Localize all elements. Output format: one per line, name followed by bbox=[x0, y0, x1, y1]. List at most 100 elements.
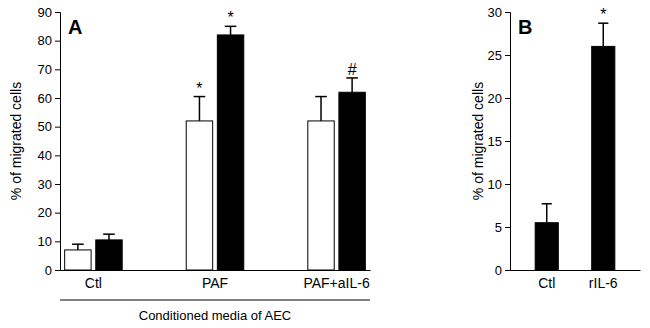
y-tick-label: 70 bbox=[38, 62, 52, 77]
annotation: * bbox=[600, 6, 606, 23]
error-bar bbox=[103, 234, 115, 240]
y-tick-label: 10 bbox=[38, 234, 52, 249]
y-tick-label: 20 bbox=[38, 205, 52, 220]
y-axis: 0102030405060708090 bbox=[38, 5, 61, 278]
error-bar bbox=[542, 204, 552, 223]
error-stem bbox=[199, 97, 201, 121]
annotations: * bbox=[600, 6, 606, 23]
bar bbox=[65, 250, 91, 270]
y-tick-label: 60 bbox=[38, 91, 52, 106]
y-tick: 0 bbox=[495, 263, 510, 278]
y-tick-label: 0 bbox=[495, 263, 502, 278]
error-stem bbox=[546, 204, 548, 223]
y-tick: 10 bbox=[488, 177, 510, 192]
y-axis-title: % of migrated cells bbox=[470, 82, 486, 200]
y-axis-line bbox=[505, 13, 511, 271]
error-stem bbox=[108, 234, 110, 240]
x-tick: Ctl bbox=[85, 270, 102, 291]
y-tick-mark bbox=[505, 227, 510, 228]
y-tick-mark bbox=[505, 98, 510, 99]
panel-title: A bbox=[68, 16, 82, 38]
y-tick: 40 bbox=[38, 148, 60, 163]
error-bar bbox=[315, 97, 327, 121]
error-bar bbox=[194, 97, 206, 121]
y-tick-label: 25 bbox=[488, 48, 502, 63]
y-tick: 30 bbox=[38, 177, 60, 192]
y-tick-mark bbox=[55, 41, 60, 42]
error-bar bbox=[225, 26, 237, 35]
y-tick-mark bbox=[55, 127, 60, 128]
error-stem bbox=[351, 78, 353, 92]
y-tick: 25 bbox=[488, 48, 510, 63]
y-tick-label: 90 bbox=[38, 5, 52, 20]
y-tick-label: 30 bbox=[38, 177, 52, 192]
panel: 0102030405060708090CtlPAFPAF+aIL-6**#% o… bbox=[8, 5, 371, 323]
annotations: * * # bbox=[196, 9, 356, 96]
y-tick-mark bbox=[505, 12, 510, 13]
y-tick: 60 bbox=[38, 91, 60, 106]
y-axis: 051015202530 bbox=[488, 5, 511, 278]
x-axis: Ctl rIL-6 bbox=[511, 270, 641, 291]
x-tick-label: Ctl bbox=[85, 275, 102, 291]
annotation: * bbox=[227, 9, 233, 26]
bar bbox=[339, 92, 365, 270]
plot-area bbox=[535, 23, 615, 270]
error-stem bbox=[77, 244, 79, 250]
error-cap bbox=[315, 96, 327, 98]
y-axis-line bbox=[55, 13, 61, 271]
x-title-bracket bbox=[60, 300, 370, 301]
y-tick-label: 50 bbox=[38, 119, 52, 134]
x-tick-label: Ctl bbox=[538, 275, 555, 291]
y-tick: 50 bbox=[38, 119, 60, 134]
y-tick-mark bbox=[505, 141, 510, 142]
y-tick-mark bbox=[55, 98, 60, 99]
x-tick-label: PAF+aIL-6 bbox=[303, 275, 369, 291]
annotation: # bbox=[348, 61, 357, 78]
y-tick-mark bbox=[55, 241, 60, 242]
error-cap bbox=[542, 203, 552, 205]
error-cap bbox=[103, 233, 115, 235]
y-tick: 20 bbox=[38, 205, 60, 220]
bar bbox=[535, 223, 558, 270]
y-tick: 30 bbox=[488, 5, 510, 20]
error-stem bbox=[603, 23, 605, 46]
panel: 051015202530CtlrIL-6*% of migrated cells… bbox=[470, 5, 641, 292]
error-cap bbox=[72, 243, 84, 245]
bar bbox=[186, 121, 212, 270]
y-tick: 90 bbox=[38, 5, 60, 20]
x-tick: rIL-6 bbox=[589, 270, 618, 291]
y-tick-label: 15 bbox=[488, 134, 502, 149]
y-tick: 15 bbox=[488, 134, 510, 149]
y-tick-label: 0 bbox=[45, 263, 52, 278]
bar bbox=[96, 240, 122, 270]
x-tick: PAF+aIL-6 bbox=[303, 270, 369, 291]
error-bar bbox=[72, 244, 84, 250]
y-tick-mark bbox=[55, 213, 60, 214]
y-tick-label: 30 bbox=[488, 5, 502, 20]
y-tick-mark bbox=[55, 184, 60, 185]
y-axis-title: % of migrated cells bbox=[8, 82, 24, 200]
bar bbox=[217, 35, 243, 270]
x-axis: Ctl PAF PAF+aIL-6 bbox=[61, 270, 371, 291]
x-tick: Ctl bbox=[538, 270, 555, 291]
y-tick-mark bbox=[55, 12, 60, 13]
y-tick-label: 40 bbox=[38, 148, 52, 163]
y-tick: 10 bbox=[38, 234, 60, 249]
x-tick-label: rIL-6 bbox=[589, 275, 618, 291]
x-axis-title: Conditioned media of AEC bbox=[139, 308, 291, 323]
x-axis-line bbox=[511, 270, 641, 271]
plot-area bbox=[65, 26, 366, 270]
y-tick-mark bbox=[55, 155, 60, 156]
annotation: * bbox=[196, 80, 202, 97]
y-tick: 70 bbox=[38, 62, 60, 77]
y-tick-mark bbox=[55, 270, 60, 271]
x-tick: PAF bbox=[202, 270, 228, 291]
bar bbox=[308, 121, 334, 270]
error-bar bbox=[598, 23, 608, 46]
y-tick: 0 bbox=[45, 263, 60, 278]
x-axis-line bbox=[61, 270, 371, 271]
y-tick: 20 bbox=[488, 91, 510, 106]
error-stem bbox=[230, 26, 232, 35]
y-tick-mark bbox=[505, 184, 510, 185]
y-tick-mark bbox=[505, 55, 510, 56]
